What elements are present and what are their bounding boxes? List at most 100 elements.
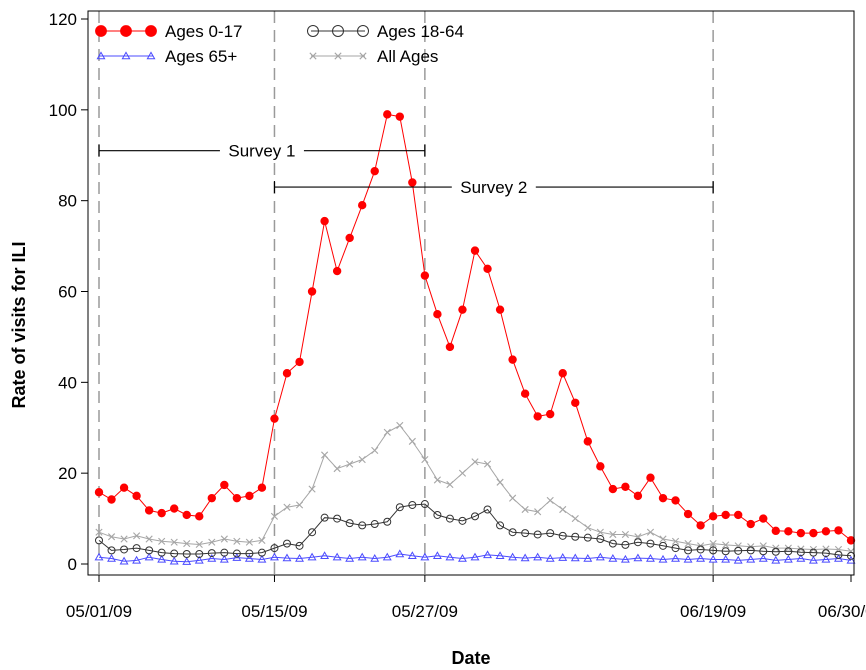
data-point xyxy=(382,552,392,561)
data-point xyxy=(571,532,580,541)
data-point xyxy=(295,553,304,562)
data-point xyxy=(145,546,154,555)
annotation-survey-2: Survey 2 xyxy=(273,175,714,198)
data-point xyxy=(721,510,730,520)
data-point xyxy=(119,483,129,492)
legend-label: Ages 65+ xyxy=(165,47,237,66)
data-point xyxy=(534,508,542,516)
x-tick-label: 06/30/09 xyxy=(818,602,866,621)
y-axis: 0 20 40 60 80 100 120 xyxy=(49,10,88,574)
legend-marker xyxy=(307,25,319,37)
data-point xyxy=(320,216,329,226)
data-point xyxy=(207,549,216,558)
data-point xyxy=(583,533,592,542)
data-point xyxy=(784,547,793,556)
x-axis-title: Date xyxy=(451,648,490,668)
data-point xyxy=(633,491,643,501)
data-point xyxy=(721,547,730,556)
data-point xyxy=(771,555,781,564)
data-point xyxy=(533,530,542,539)
data-point xyxy=(182,510,191,520)
data-point xyxy=(220,548,229,557)
legend-marker xyxy=(146,51,156,60)
data-point xyxy=(395,549,405,558)
legend-marker xyxy=(96,51,106,60)
data-point xyxy=(646,528,655,536)
data-point xyxy=(119,556,129,565)
data-point xyxy=(346,460,354,468)
data-point xyxy=(796,553,806,562)
data-point xyxy=(183,539,191,548)
data-point xyxy=(120,545,129,554)
data-point xyxy=(358,521,367,530)
annotation-survey-1: Survey 1 xyxy=(98,138,426,161)
data-point xyxy=(420,500,429,509)
data-point xyxy=(471,458,479,466)
data-point xyxy=(270,552,279,561)
data-point xyxy=(107,553,116,562)
data-point xyxy=(219,554,229,563)
data-point xyxy=(395,112,404,121)
data-point xyxy=(357,552,367,561)
data-point xyxy=(583,437,592,446)
data-point xyxy=(107,495,116,504)
data-point xyxy=(621,530,629,539)
data-point xyxy=(583,553,593,562)
data-point xyxy=(683,509,693,519)
legend-item-ages-0-17: Ages 0-17 xyxy=(95,22,243,41)
data-point xyxy=(371,446,379,455)
legend-marker xyxy=(334,52,342,60)
data-point xyxy=(471,512,479,521)
data-point xyxy=(133,532,141,540)
data-point xyxy=(182,557,192,565)
x-tick-label: 05/27/09 xyxy=(392,602,458,621)
data-point xyxy=(709,546,718,555)
data-point xyxy=(496,521,505,530)
data-point xyxy=(307,552,317,561)
data-point xyxy=(245,538,253,546)
data-point xyxy=(834,550,843,559)
data-point xyxy=(345,519,354,528)
y-tick-label: 80 xyxy=(58,192,77,211)
data-point xyxy=(195,512,204,521)
data-point xyxy=(244,553,254,562)
data-point xyxy=(233,537,241,545)
data-point xyxy=(232,549,241,558)
data-point xyxy=(282,553,292,562)
data-point xyxy=(270,512,279,520)
data-point xyxy=(408,500,417,509)
series-all-ages xyxy=(95,421,855,555)
data-point xyxy=(508,355,517,364)
data-point xyxy=(407,551,417,560)
data-point xyxy=(307,287,317,296)
data-point xyxy=(483,264,492,273)
data-point xyxy=(483,460,492,468)
data-point xyxy=(232,553,242,561)
legend-marker xyxy=(120,25,132,37)
data-point xyxy=(194,555,204,564)
data-point xyxy=(558,531,567,540)
data-point xyxy=(370,553,380,562)
data-point xyxy=(458,305,467,314)
data-point xyxy=(283,539,291,548)
data-point xyxy=(783,554,793,563)
data-point xyxy=(208,538,216,546)
data-point xyxy=(270,544,279,553)
data-point xyxy=(658,493,668,503)
data-point xyxy=(483,505,492,514)
data-point xyxy=(759,547,768,556)
data-point xyxy=(333,514,342,523)
data-point xyxy=(822,545,830,553)
data-point xyxy=(345,233,354,243)
data-point xyxy=(608,539,617,548)
data-point xyxy=(132,491,141,501)
data-point xyxy=(584,524,592,532)
data-point xyxy=(671,537,680,545)
survey-annotations: Survey 1 Survey 2 xyxy=(98,138,714,198)
x-tick-label: 06/19/09 xyxy=(680,602,746,621)
data-point xyxy=(546,529,555,538)
data-point xyxy=(332,552,342,561)
data-point xyxy=(157,508,166,518)
data-point xyxy=(659,535,667,543)
annotation-label: Survey 2 xyxy=(460,178,527,197)
